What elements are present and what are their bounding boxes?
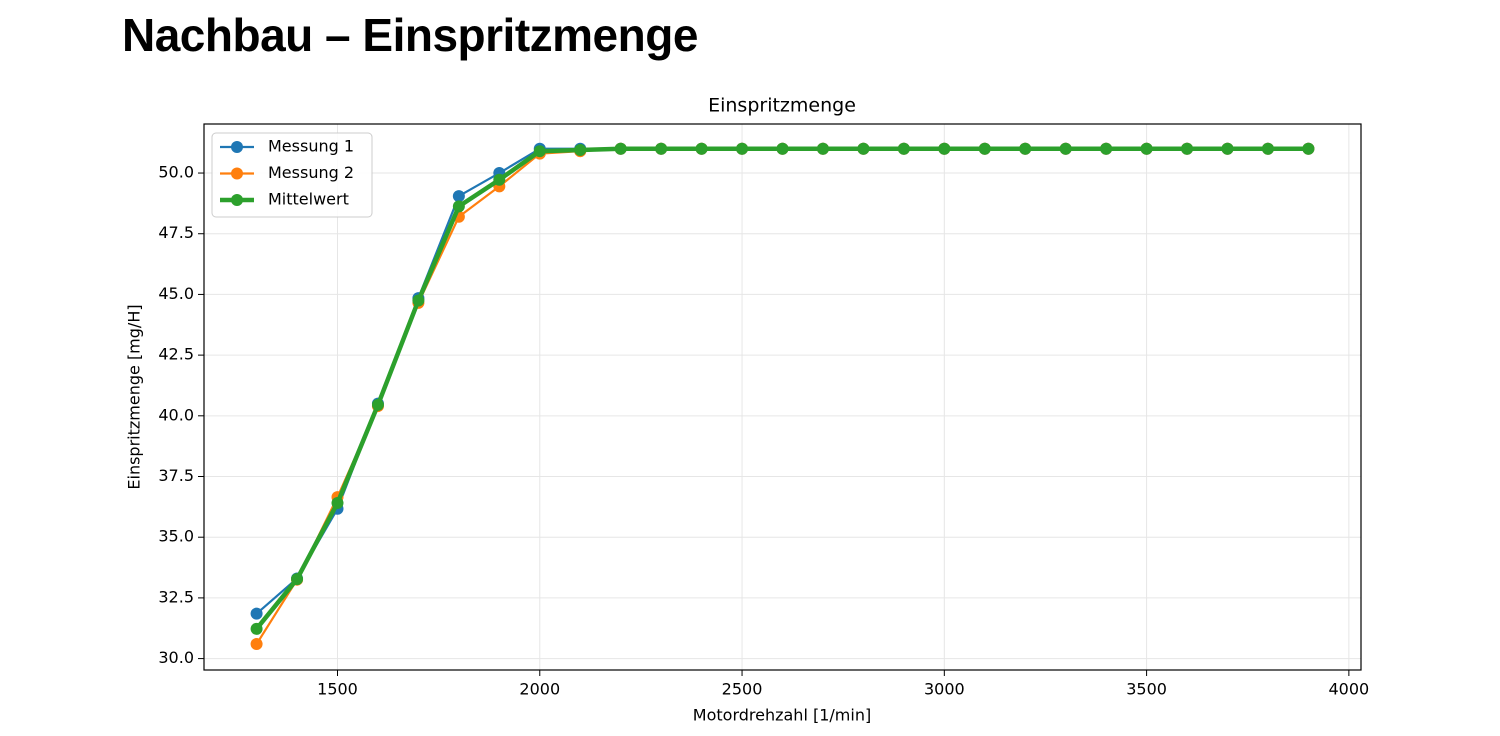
y-tick-label: 37.5: [158, 466, 194, 485]
legend-label: Messung 1: [268, 137, 354, 156]
data-point: [816, 142, 829, 155]
data-point: [250, 607, 263, 620]
legend-marker: [231, 194, 243, 206]
x-tick-label: 1500: [317, 680, 358, 699]
data-point: [1140, 142, 1153, 155]
y-tick-label: 50.0: [158, 163, 194, 182]
plot-frame: [203, 123, 1362, 671]
y-tick-label: 32.5: [158, 587, 194, 606]
data-point: [574, 143, 587, 156]
legend-marker: [231, 141, 243, 153]
data-point: [695, 142, 708, 155]
y-tick-label: 35.0: [158, 527, 194, 546]
data-point: [857, 142, 870, 155]
data-point: [978, 142, 991, 155]
legend-box: [211, 132, 373, 218]
series-line: [255, 147, 1309, 645]
x-tick-label: 3000: [924, 680, 965, 699]
y-tick-label: 40.0: [158, 405, 194, 424]
data-point: [655, 142, 668, 155]
data-point: [493, 173, 506, 186]
data-point: [291, 573, 304, 586]
data-point: [1221, 142, 1234, 155]
data-point: [1019, 142, 1032, 155]
data-point: [250, 622, 263, 635]
data-point: [938, 142, 951, 155]
data-point: [1100, 142, 1113, 155]
legend-label: Mittelwert: [268, 190, 349, 209]
x-tick-label: 4000: [1329, 680, 1370, 699]
legend-marker: [231, 167, 243, 180]
y-tick-label: 45.0: [158, 284, 194, 303]
y-axis-label: Einspritzmenge [mg/H]: [125, 304, 144, 489]
data-point: [331, 496, 344, 509]
data-point: [452, 200, 465, 213]
data-point: [1059, 142, 1072, 155]
x-tick-label: 3500: [1126, 680, 1167, 699]
data-point: [412, 294, 425, 307]
chart-title: Einspritzmenge: [708, 95, 856, 117]
data-point: [776, 142, 789, 155]
x-tick-label: 2000: [519, 680, 560, 699]
series-line: [255, 147, 1309, 615]
x-tick-label: 2500: [722, 680, 763, 699]
data-point: [250, 638, 263, 651]
y-tick-label: 30.0: [158, 648, 194, 667]
data-point: [1261, 142, 1274, 155]
data-point: [736, 142, 749, 155]
legend-label: Messung 2: [268, 163, 354, 182]
x-axis-label: Motordrehzahl [1/min]: [693, 706, 871, 725]
data-point: [371, 398, 384, 411]
data-point: [452, 190, 465, 203]
data-point: [897, 142, 910, 155]
series-line: [254, 146, 1309, 631]
y-tick-label: 42.5: [158, 345, 194, 364]
y-tick-label: 47.5: [158, 223, 194, 242]
page-title: Nachbau – Einspritzmenge: [122, 9, 698, 61]
data-point: [1302, 142, 1315, 155]
data-point: [533, 145, 546, 158]
data-point: [1181, 142, 1194, 155]
data-point: [614, 142, 627, 155]
